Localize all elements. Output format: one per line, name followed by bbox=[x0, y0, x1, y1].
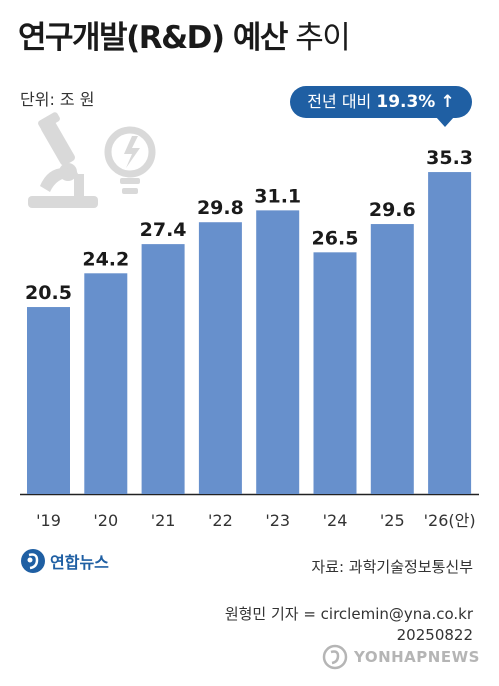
watermark-text: YONHAPNEWS bbox=[354, 648, 480, 666]
bar-6 bbox=[370, 224, 414, 494]
microscope-icon bbox=[28, 112, 98, 208]
category-label-7: '26(안) bbox=[424, 511, 476, 530]
value-label-5: 26.5 bbox=[312, 227, 359, 249]
decoration bbox=[20, 112, 160, 226]
logo-text: 연합뉴스 bbox=[50, 553, 109, 572]
title-bold: 연구개발(R&D) 예산 bbox=[18, 20, 288, 56]
value-label-3: 29.8 bbox=[197, 197, 244, 219]
source-note: 자료: 과학기술정보통신부 bbox=[311, 558, 473, 576]
yoy-callout: 전년 대비 19.3% ↑ bbox=[290, 86, 472, 118]
bar-1 bbox=[84, 273, 128, 494]
up-arrow-icon: ↑ bbox=[440, 92, 455, 112]
category-label-5: '24 bbox=[323, 511, 348, 530]
value-label-0: 20.5 bbox=[25, 282, 72, 304]
bar-2 bbox=[141, 244, 185, 494]
chart-title: 연구개발(R&D) 예산 추이 bbox=[18, 12, 351, 57]
watermark-logo-icon bbox=[322, 644, 348, 670]
yonhap-logo-icon bbox=[21, 549, 45, 573]
bar-5 bbox=[313, 252, 357, 494]
category-label-6: '25 bbox=[380, 511, 405, 530]
value-label-4: 31.1 bbox=[254, 185, 301, 207]
category-label-4: '23 bbox=[265, 511, 290, 530]
category-label-1: '20 bbox=[93, 511, 118, 530]
value-label-1: 24.2 bbox=[82, 248, 129, 270]
bar-3 bbox=[198, 222, 242, 494]
value-label-6: 29.6 bbox=[369, 199, 416, 221]
callout-prefix: 전년 대비 bbox=[307, 92, 377, 111]
reporter-line: 원형민 기자 = circlemin@yna.co.kr bbox=[224, 605, 473, 623]
unit-label: 단위: 조 원 bbox=[20, 90, 95, 109]
callout-tail bbox=[436, 117, 454, 127]
credit: 원형민 기자 = circlemin@yna.co.kr 20250822 bbox=[225, 604, 473, 646]
yonhap-logo: 연합뉴스 bbox=[20, 548, 109, 574]
title-light: 추이 bbox=[286, 20, 351, 56]
date-line: 20250822 bbox=[396, 626, 473, 644]
lightbulb-icon bbox=[104, 126, 156, 194]
bar-4 bbox=[256, 210, 300, 495]
bar-chart: 20.5 '19 24.2 '20 27.4 '21 29.8 '22 31.1 '23 26.5 '… bbox=[20, 147, 479, 530]
bar-7 bbox=[428, 172, 472, 494]
value-label-7: 35.3 bbox=[426, 147, 473, 169]
bar-0 bbox=[27, 307, 70, 494]
watermark: YONHAPNEWS bbox=[322, 644, 480, 670]
category-label-3: '22 bbox=[208, 511, 233, 530]
callout-value: 19.3% bbox=[376, 92, 436, 112]
category-label-0: '19 bbox=[36, 511, 61, 530]
category-label-2: '21 bbox=[151, 511, 176, 530]
value-label-2: 27.4 bbox=[140, 219, 187, 241]
